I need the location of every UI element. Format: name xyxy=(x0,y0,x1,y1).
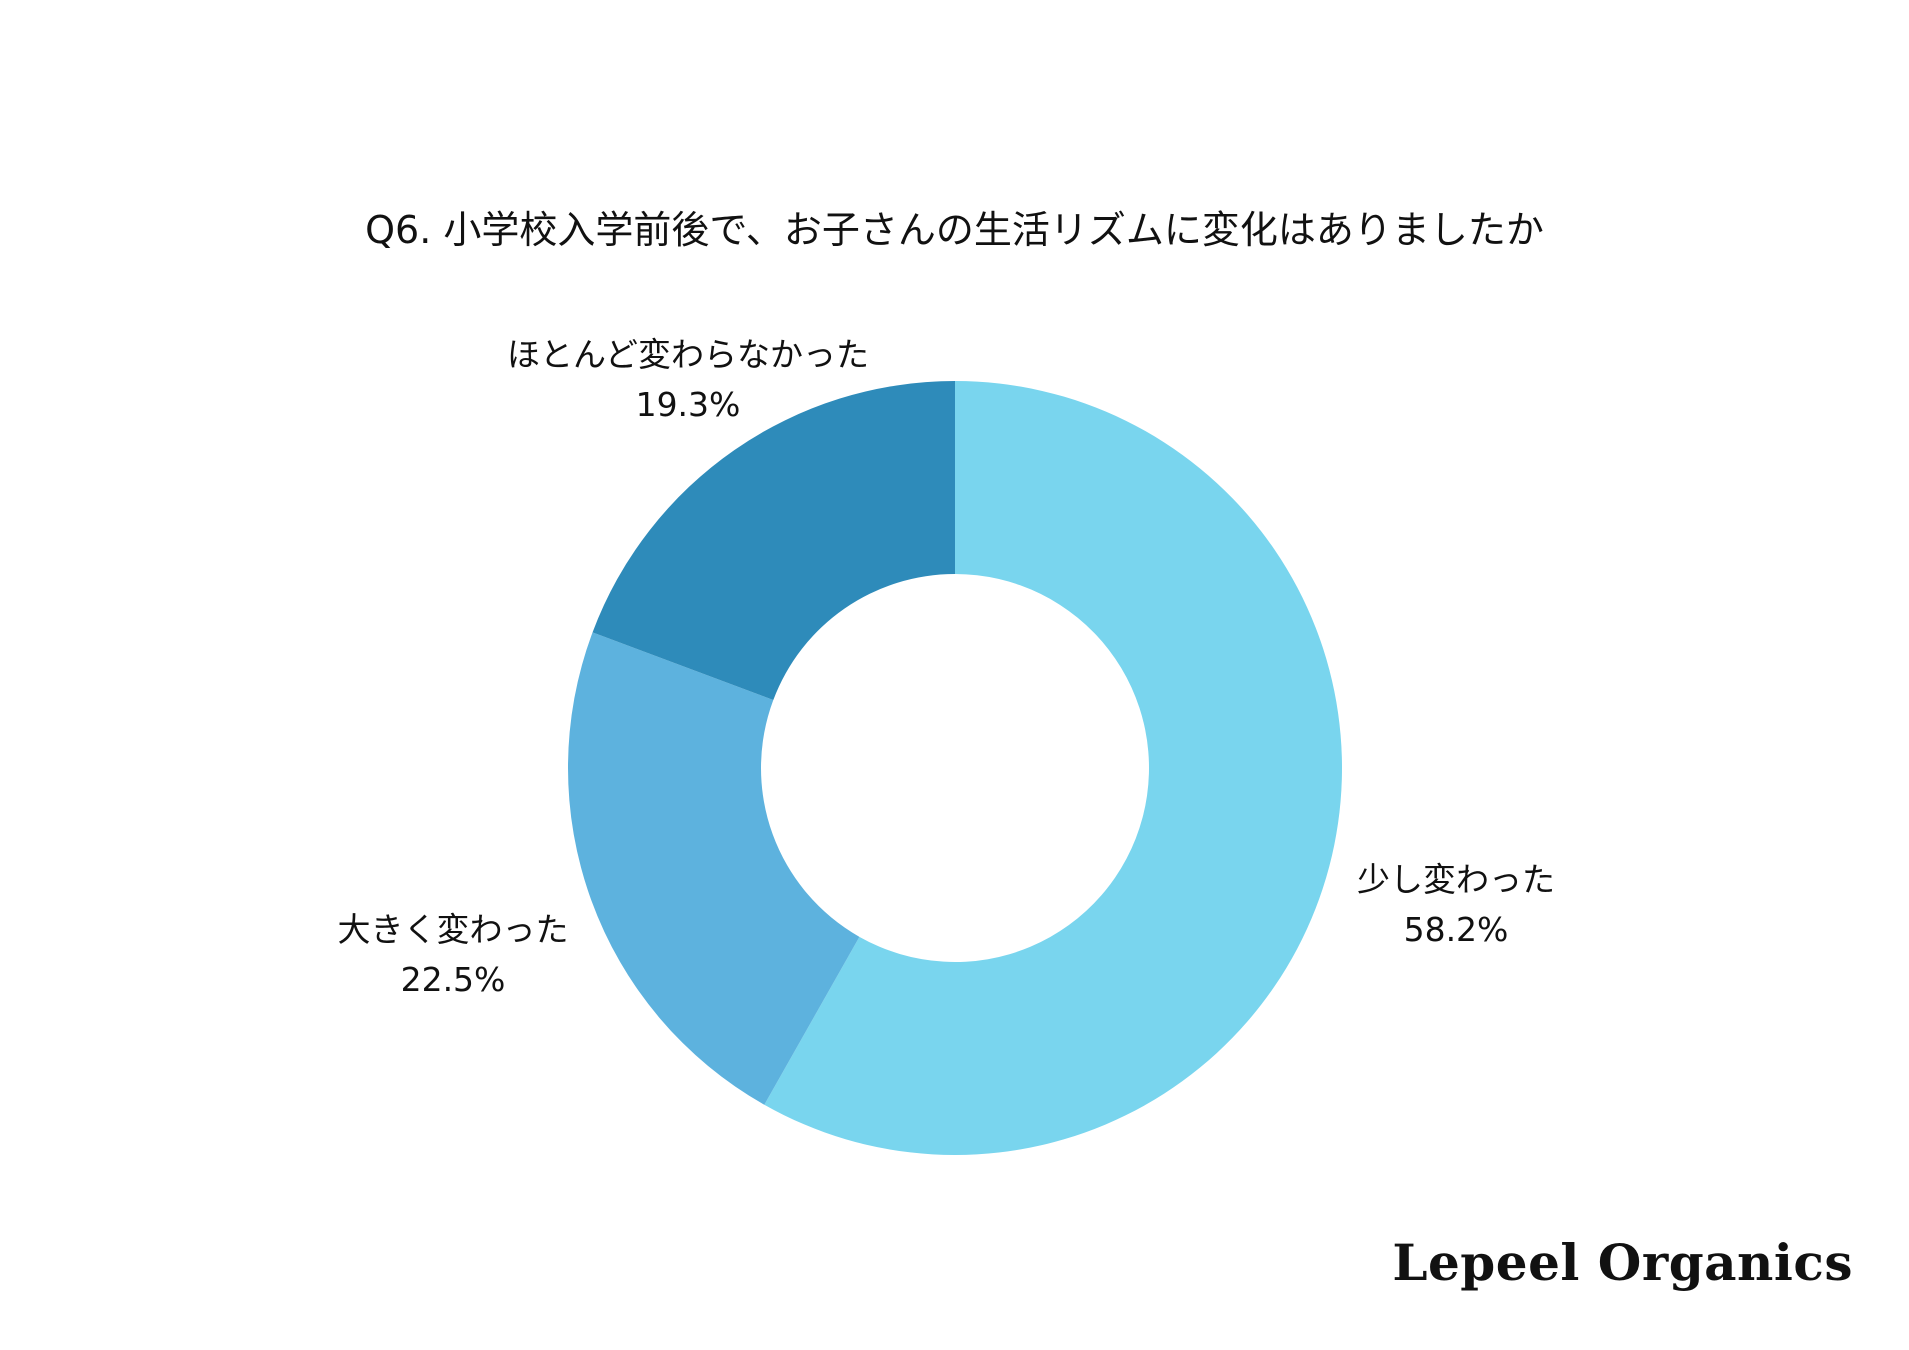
label-slightly-changed: 少し変わった 58.2% xyxy=(1357,855,1555,955)
label-greatly-changed: 大きく変わった 22.5% xyxy=(338,905,569,1005)
label-text: ほとんど変わらなかった xyxy=(506,335,870,374)
label-text: 大きく変わった xyxy=(337,910,569,949)
chart-title: Q6. 小学校入学前後で、お子さんの生活リズムに変化はありましたか xyxy=(365,208,1544,252)
label-value: 22.5% xyxy=(400,960,506,999)
brand-logo: Lepeel Organics xyxy=(1392,1233,1853,1292)
label-value: 58.2% xyxy=(1403,910,1509,949)
slice-greatly-changed xyxy=(567,632,860,1105)
slice-hardly-changed xyxy=(592,381,955,700)
label-text: 少し変わった xyxy=(1357,860,1555,899)
slice-slightly-changed xyxy=(764,381,1342,1155)
label-value: 19.3% xyxy=(635,385,741,424)
label-hardly-changed: ほとんど変わらなかった 19.3% xyxy=(507,330,869,430)
